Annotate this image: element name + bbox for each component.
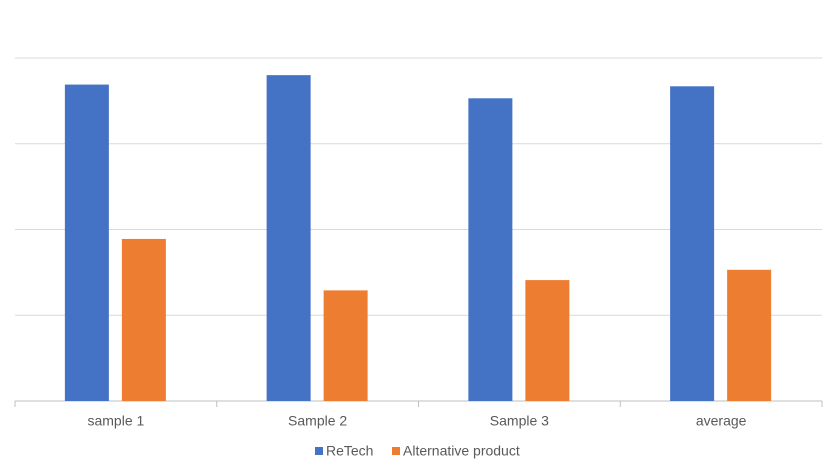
legend-label: ReTech	[326, 443, 373, 459]
x-tick-label: average	[696, 413, 747, 429]
bar	[525, 280, 570, 401]
bar	[323, 290, 368, 401]
bar	[121, 238, 166, 401]
x-tick-label: sample 1	[87, 413, 144, 429]
bar	[64, 84, 109, 402]
bar	[468, 98, 513, 402]
bar	[727, 269, 772, 401]
bar	[670, 86, 715, 402]
legend-label: Alternative product	[403, 443, 520, 459]
legend-swatch	[315, 447, 323, 455]
x-tick-label: Sample 2	[288, 413, 347, 429]
x-tick-label: Sample 3	[490, 413, 549, 429]
bar	[266, 75, 311, 402]
legend-swatch	[392, 447, 400, 455]
